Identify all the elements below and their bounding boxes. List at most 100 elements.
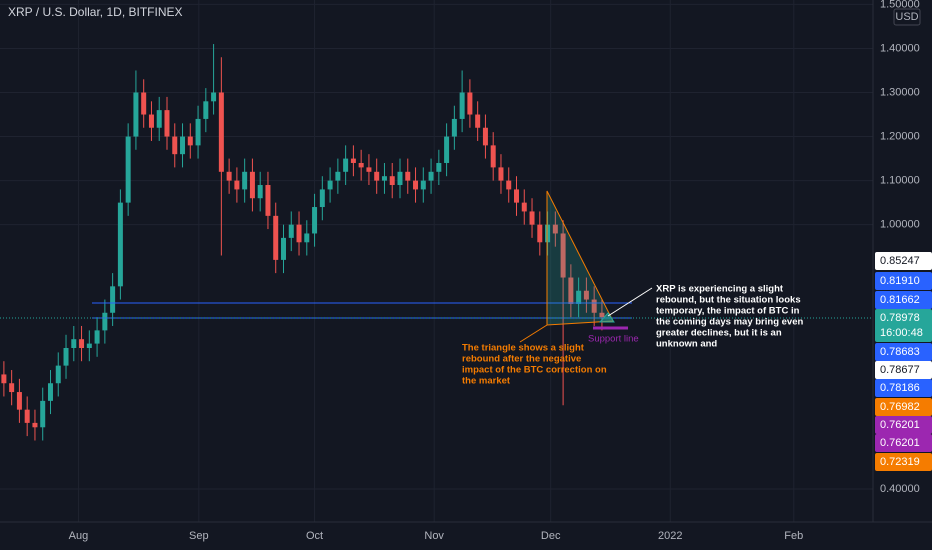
- price-badge-label: 0.76201: [880, 437, 920, 449]
- price-badge: [875, 291, 932, 309]
- y-tick-label: 1.20000: [880, 130, 920, 142]
- candle-body: [257, 185, 263, 199]
- candle-body: [327, 180, 333, 190]
- candle-body: [249, 171, 255, 199]
- x-tick-label: Feb: [784, 530, 803, 542]
- candle-body: [389, 176, 395, 186]
- price-badge-label: 0.78186: [880, 382, 920, 394]
- candle-body: [358, 162, 364, 168]
- price-badge: [875, 309, 932, 327]
- candle-body: [420, 180, 426, 190]
- candle-body: [63, 348, 69, 366]
- y-tick-label: 1.30000: [880, 86, 920, 98]
- candle-body: [71, 339, 77, 348]
- price-badge: [875, 434, 932, 452]
- outlook-note: XRP is experiencing a slight: [656, 284, 784, 295]
- candle-body: [545, 224, 551, 243]
- candle-body: [537, 224, 543, 243]
- candle-body: [583, 290, 589, 300]
- candle-body: [459, 92, 465, 119]
- candle-body: [47, 383, 53, 401]
- candle-body: [506, 180, 512, 190]
- candle-body: [568, 277, 574, 304]
- candle-body: [102, 312, 108, 331]
- price-badge: [875, 272, 932, 290]
- triangle-note: The triangle shows a slight: [462, 343, 585, 354]
- candle-body: [211, 92, 217, 102]
- price-badge-label: 0.81910: [880, 275, 920, 287]
- price-badge: [875, 398, 932, 416]
- candle-body: [319, 189, 325, 208]
- candle-body: [498, 167, 504, 181]
- price-badge-label: 0.78677: [880, 364, 920, 376]
- candle-body: [576, 290, 582, 304]
- chart-title: XRP / U.S. Dollar, 1D, BITFINEX: [8, 5, 183, 19]
- candle-body: [55, 365, 61, 384]
- candle-body: [482, 127, 488, 146]
- outlook-note: the coming days may bring even: [656, 317, 803, 328]
- candle-body: [273, 215, 279, 260]
- candle-body: [141, 92, 147, 115]
- candle-body: [366, 167, 372, 172]
- y-tick-label: 0.40000: [880, 483, 920, 495]
- candle-body: [32, 422, 38, 428]
- price-badge-label: 0.78978: [880, 312, 920, 324]
- candle-body: [428, 171, 434, 181]
- candle-body: [16, 392, 22, 410]
- candle-body: [413, 180, 419, 190]
- triangle-note: impact of the BTC correction on: [462, 365, 607, 376]
- candle-body: [521, 202, 527, 212]
- candle-body: [312, 207, 318, 234]
- candle-body: [513, 189, 519, 203]
- candle-body: [187, 136, 193, 146]
- price-badge-label: 0.78683: [880, 346, 920, 358]
- candle-body: [242, 171, 248, 190]
- y-tick-label: 1.10000: [880, 175, 920, 187]
- candle-body: [24, 409, 30, 423]
- candle-body: [86, 343, 92, 348]
- candle-body: [226, 171, 232, 181]
- support-label: Support line: [588, 334, 639, 345]
- candle-body: [405, 171, 411, 181]
- note-arrow: [607, 287, 653, 317]
- price-badge-label: 0.76201: [880, 419, 920, 431]
- candle-body: [180, 136, 186, 155]
- candle-body: [1, 374, 7, 384]
- price-badge: [875, 343, 932, 361]
- candle-body: [94, 330, 100, 344]
- y-tick-label: 1.50000: [880, 0, 920, 10]
- time-axis: [0, 522, 932, 550]
- candle-body: [172, 136, 178, 155]
- candle-body: [475, 114, 481, 128]
- y-tick-label: 1.40000: [880, 42, 920, 54]
- triangle-note: rebound after the negative: [462, 354, 581, 365]
- candle-body: [195, 118, 201, 146]
- price-badge-label: 0.85247: [880, 255, 920, 267]
- candle-body: [164, 110, 170, 137]
- x-tick-label: Aug: [69, 530, 89, 542]
- candle-body: [335, 171, 341, 181]
- candle-body: [296, 224, 302, 243]
- candle-body: [117, 202, 123, 287]
- price-badge: [875, 324, 932, 342]
- candle-body: [156, 110, 162, 128]
- candle-body: [397, 171, 403, 186]
- candle-body: [234, 180, 240, 190]
- price-badge-label: 0.76982: [880, 401, 920, 413]
- outlook-note: rebound, but the situation looks: [656, 295, 801, 306]
- candle-body: [350, 158, 356, 163]
- grid: [0, 0, 873, 522]
- candle-body: [265, 185, 271, 216]
- outlook-note: unknown and: [656, 339, 717, 350]
- price-badge: [875, 379, 932, 397]
- candle-body: [490, 145, 496, 168]
- currency: USD: [895, 11, 918, 23]
- candle-body: [343, 158, 349, 172]
- currency-box: [893, 8, 921, 26]
- candle-body: [436, 162, 442, 172]
- candle-body: [110, 286, 116, 313]
- candle-body: [133, 92, 139, 137]
- price-badge: [875, 416, 932, 434]
